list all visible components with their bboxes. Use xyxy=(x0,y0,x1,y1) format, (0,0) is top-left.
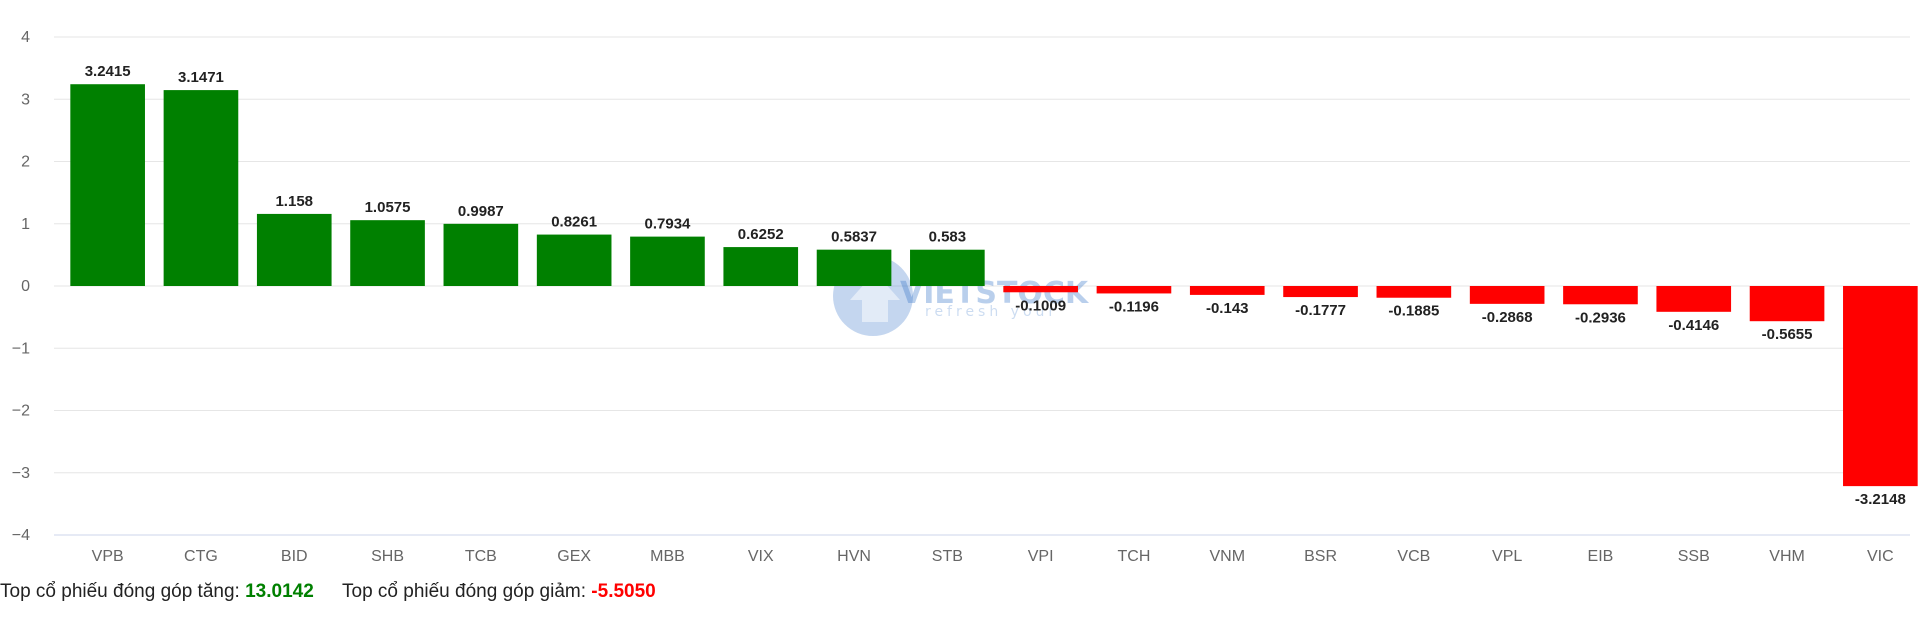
y-tick-label: 1 xyxy=(21,216,30,233)
bar-hvn[interactable] xyxy=(816,249,892,286)
watermark-arrow-icon xyxy=(850,272,900,322)
data-label-vnm: -0.143 xyxy=(1206,300,1249,317)
up-contribution-value: 13.0142 xyxy=(245,581,314,602)
data-label-vpb: 3.2415 xyxy=(85,63,131,80)
data-label-tcb: 0.9987 xyxy=(458,203,504,220)
x-axis: VPB CTG BID SHB TCB GEX MBB VIX HVN STB VPI TCH VNM B… xyxy=(92,548,1894,565)
down-contribution-label: Top cổ phiếu đóng góp giảm: xyxy=(342,581,587,602)
bar-shb[interactable] xyxy=(350,220,425,286)
bar-vix[interactable] xyxy=(723,247,799,286)
data-label-mbb: 0.7934 xyxy=(645,216,692,233)
bar-tcb[interactable] xyxy=(443,223,519,286)
y-tick-label: 4 xyxy=(21,29,30,46)
x-tick-label-vnm: VNM xyxy=(1209,548,1245,565)
x-tick-label-tcb: TCB xyxy=(465,548,497,565)
bar-bsr[interactable] xyxy=(1283,286,1358,298)
x-tick-label-gex: GEX xyxy=(557,548,591,565)
x-tick-label-vpl: VPL xyxy=(1492,548,1522,565)
x-tick-label-vic: VIC xyxy=(1867,548,1894,565)
x-tick-label-vpb: VPB xyxy=(92,548,124,565)
bar-ssb[interactable] xyxy=(1656,286,1732,312)
x-tick-label-mbb: MBB xyxy=(650,548,685,565)
bar-vpl[interactable] xyxy=(1469,286,1545,304)
x-tick-label-shb: SHB xyxy=(371,548,404,565)
watermark-tagline: refresh your xyxy=(925,304,1058,320)
bar-vnm[interactable] xyxy=(1189,286,1265,295)
x-tick-label-stb: STB xyxy=(932,548,963,565)
data-label-ssb: -0.4146 xyxy=(1668,317,1719,334)
x-tick-label-vix: VIX xyxy=(748,548,774,565)
x-tick-label-vpi: VPI xyxy=(1028,548,1054,565)
data-label-vic: -3.2148 xyxy=(1855,491,1906,508)
bar-vpi[interactable] xyxy=(1003,286,1078,293)
y-tick-label: 3 xyxy=(21,91,30,108)
data-label-vcb: -0.1885 xyxy=(1388,303,1439,320)
data-labels-layer: 3.2415 3.1471 1.158 1.0575 0.9987 0.8261 0.793… xyxy=(85,63,1906,508)
down-contribution-value: -5.5050 xyxy=(591,581,656,602)
data-label-vpi: -0.1009 xyxy=(1015,297,1066,314)
data-label-tch: -0.1196 xyxy=(1109,298,1159,315)
data-label-vpl: -0.2868 xyxy=(1482,309,1533,326)
bar-vhm[interactable] xyxy=(1749,286,1825,322)
y-tick-label: −2 xyxy=(12,403,30,420)
data-label-bid: 1.158 xyxy=(275,193,313,210)
data-label-vix: 0.6252 xyxy=(738,226,784,243)
bar-vcb[interactable] xyxy=(1376,286,1452,298)
data-label-gex: 0.8261 xyxy=(551,214,597,231)
x-tick-label-bsr: BSR xyxy=(1304,548,1337,565)
x-tick-label-tch: TCH xyxy=(1118,548,1151,565)
bar-eib[interactable] xyxy=(1563,286,1638,305)
x-tick-label-eib: EIB xyxy=(1588,548,1614,565)
y-tick-label: 2 xyxy=(21,154,30,171)
x-tick-label-vcb: VCB xyxy=(1397,548,1430,565)
bar-mbb[interactable] xyxy=(630,236,705,286)
bar-vpb[interactable] xyxy=(70,84,145,287)
bar-gex[interactable] xyxy=(536,234,612,286)
y-tick-label: 0 xyxy=(21,278,30,295)
bar-ctg[interactable] xyxy=(163,90,239,287)
data-label-ctg: 3.1471 xyxy=(178,69,224,86)
contribution-summary: Top cổ phiếu đóng góp tăng: 13.0142 Top … xyxy=(0,581,656,603)
bar-stb[interactable] xyxy=(910,249,985,286)
bar-bid[interactable] xyxy=(256,213,332,286)
y-tick-label: −1 xyxy=(12,340,30,357)
chart-svg: VIETSTOCK refresh your 3.2415 3.14711.158… xyxy=(12,29,1918,565)
bars-layer xyxy=(70,84,1918,487)
data-label-stb: 0.583 xyxy=(929,229,967,246)
data-label-hvn: 0.5837 xyxy=(831,229,877,246)
y-tick-label: −4 xyxy=(12,527,30,544)
x-tick-label-ssb: SSB xyxy=(1678,548,1710,565)
data-label-shb: 1.0575 xyxy=(365,199,411,216)
x-tick-label-hvn: HVN xyxy=(837,548,871,565)
contribution-bar-chart: VIETSTOCK refresh your 3.2415 3.1471 1.158… xyxy=(12,29,1918,565)
y-tick-label: −3 xyxy=(12,465,30,482)
data-label-vhm: -0.5655 xyxy=(1762,326,1813,343)
x-tick-label-bid: BID xyxy=(281,548,308,565)
x-tick-label-vhm: VHM xyxy=(1769,548,1805,565)
bar-tch[interactable] xyxy=(1096,286,1172,294)
data-label-eib: -0.2936 xyxy=(1575,309,1626,326)
up-contribution-label: Top cổ phiếu đóng góp tăng: xyxy=(0,581,240,602)
data-label-bsr: -0.1777 xyxy=(1295,302,1346,319)
x-tick-label-ctg: CTG xyxy=(184,548,218,565)
bar-vic[interactable] xyxy=(1843,286,1918,487)
y-axis: 4 3 2 1 0 −1 −2 −3 −4 xyxy=(12,29,30,544)
